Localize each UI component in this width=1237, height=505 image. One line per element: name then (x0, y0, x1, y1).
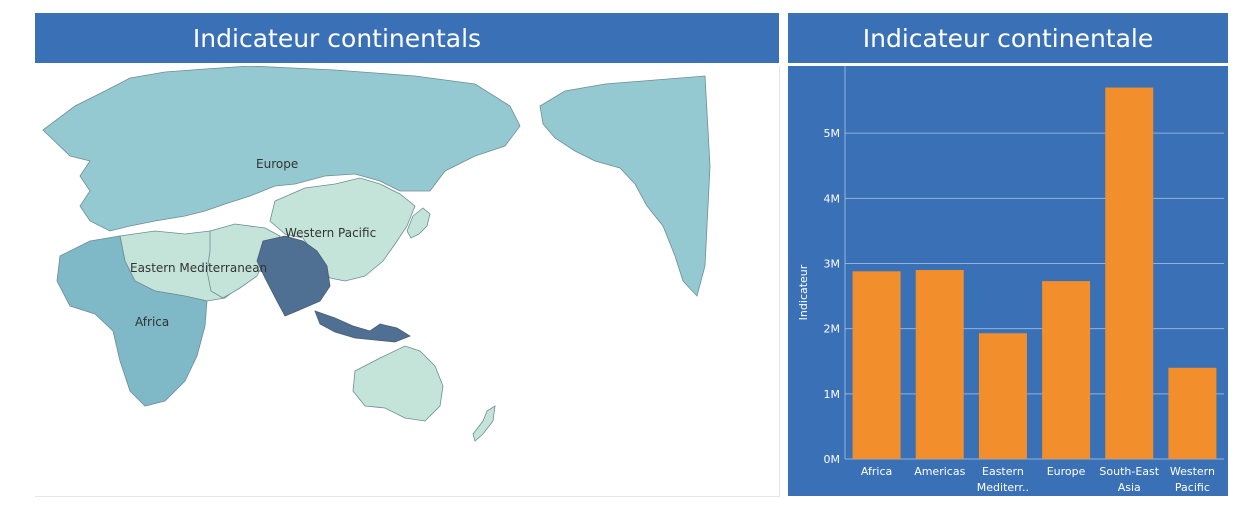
x-tick-label: Eastern (982, 465, 1024, 478)
chart-panel-title-bar: Indicateur continentale (788, 13, 1228, 63)
chart-y-axis: 0M 1M 2M 3M 4M 5M (824, 66, 846, 466)
map-region-western-pacific[interactable] (269, 177, 416, 282)
chart-gridlines (845, 132, 1224, 460)
chart-bars (852, 87, 1217, 460)
y-tick-label: 2M (824, 323, 841, 336)
map-region-africa[interactable] (56, 235, 208, 407)
map-region-americas-north[interactable] (539, 75, 711, 297)
x-tick-label: Americas (914, 465, 965, 478)
x-tick-label: South-East (1099, 465, 1159, 478)
world-map-panel[interactable]: Europe Western Pacific Eastern Mediterra… (35, 66, 780, 497)
y-tick-label: 5M (824, 127, 841, 140)
bar-americas[interactable] (915, 270, 964, 459)
world-map[interactable]: Europe Western Pacific Eastern Mediterra… (35, 66, 779, 496)
bar-africa[interactable] (852, 271, 901, 459)
y-tick-label: 1M (824, 388, 841, 401)
map-region-japan[interactable] (406, 207, 431, 239)
chart-panel-title: Indicateur continentale (862, 23, 1154, 53)
x-tick-label: Pacific (1175, 481, 1210, 494)
y-tick-label: 0M (824, 453, 841, 466)
map-region-indonesia[interactable] (314, 310, 411, 343)
map-region-new-zealand[interactable] (472, 405, 496, 442)
map-region-europe[interactable] (42, 66, 521, 232)
map-region-south-east-asia[interactable] (256, 235, 331, 317)
map-label-africa: Africa (135, 315, 169, 329)
x-tick-label: Europe (1047, 465, 1086, 478)
bar-western-pacific[interactable] (1168, 367, 1217, 459)
x-tick-label: Africa (861, 465, 892, 478)
map-panel-title: Indicateur continentals (192, 23, 482, 53)
map-region-australia[interactable] (352, 345, 444, 422)
x-tick-label: Mediterr.. (977, 481, 1029, 494)
bar-chart: 0M 1M 2M 3M 4M 5M Africa Americas Eastern Medite… (797, 66, 1224, 494)
map-label-western-pacific: Western Pacific (285, 226, 376, 240)
y-tick-label: 3M (824, 258, 841, 271)
chart-x-axis: Africa Americas Eastern Mediterr.. Europe Sou… (861, 465, 1215, 494)
map-label-europe: Europe (256, 157, 298, 171)
bar-south-east-asia[interactable] (1105, 87, 1154, 460)
map-label-eastern-mediterranean: Eastern Mediterranean (130, 261, 267, 275)
x-tick-label: Asia (1118, 481, 1141, 494)
bar-eastern-mediterr-[interactable] (978, 333, 1027, 459)
bar-europe[interactable] (1042, 281, 1091, 459)
bar-chart-panel: 0M 1M 2M 3M 4M 5M Africa Americas Eastern Medite… (788, 66, 1228, 496)
y-tick-label: 4M (824, 192, 841, 205)
x-tick-label: Western (1170, 465, 1215, 478)
map-region-middle-east[interactable] (206, 223, 281, 299)
map-panel-title-bar: Indicateur continentals (35, 13, 779, 63)
y-axis-title: Indicateur (797, 264, 810, 320)
